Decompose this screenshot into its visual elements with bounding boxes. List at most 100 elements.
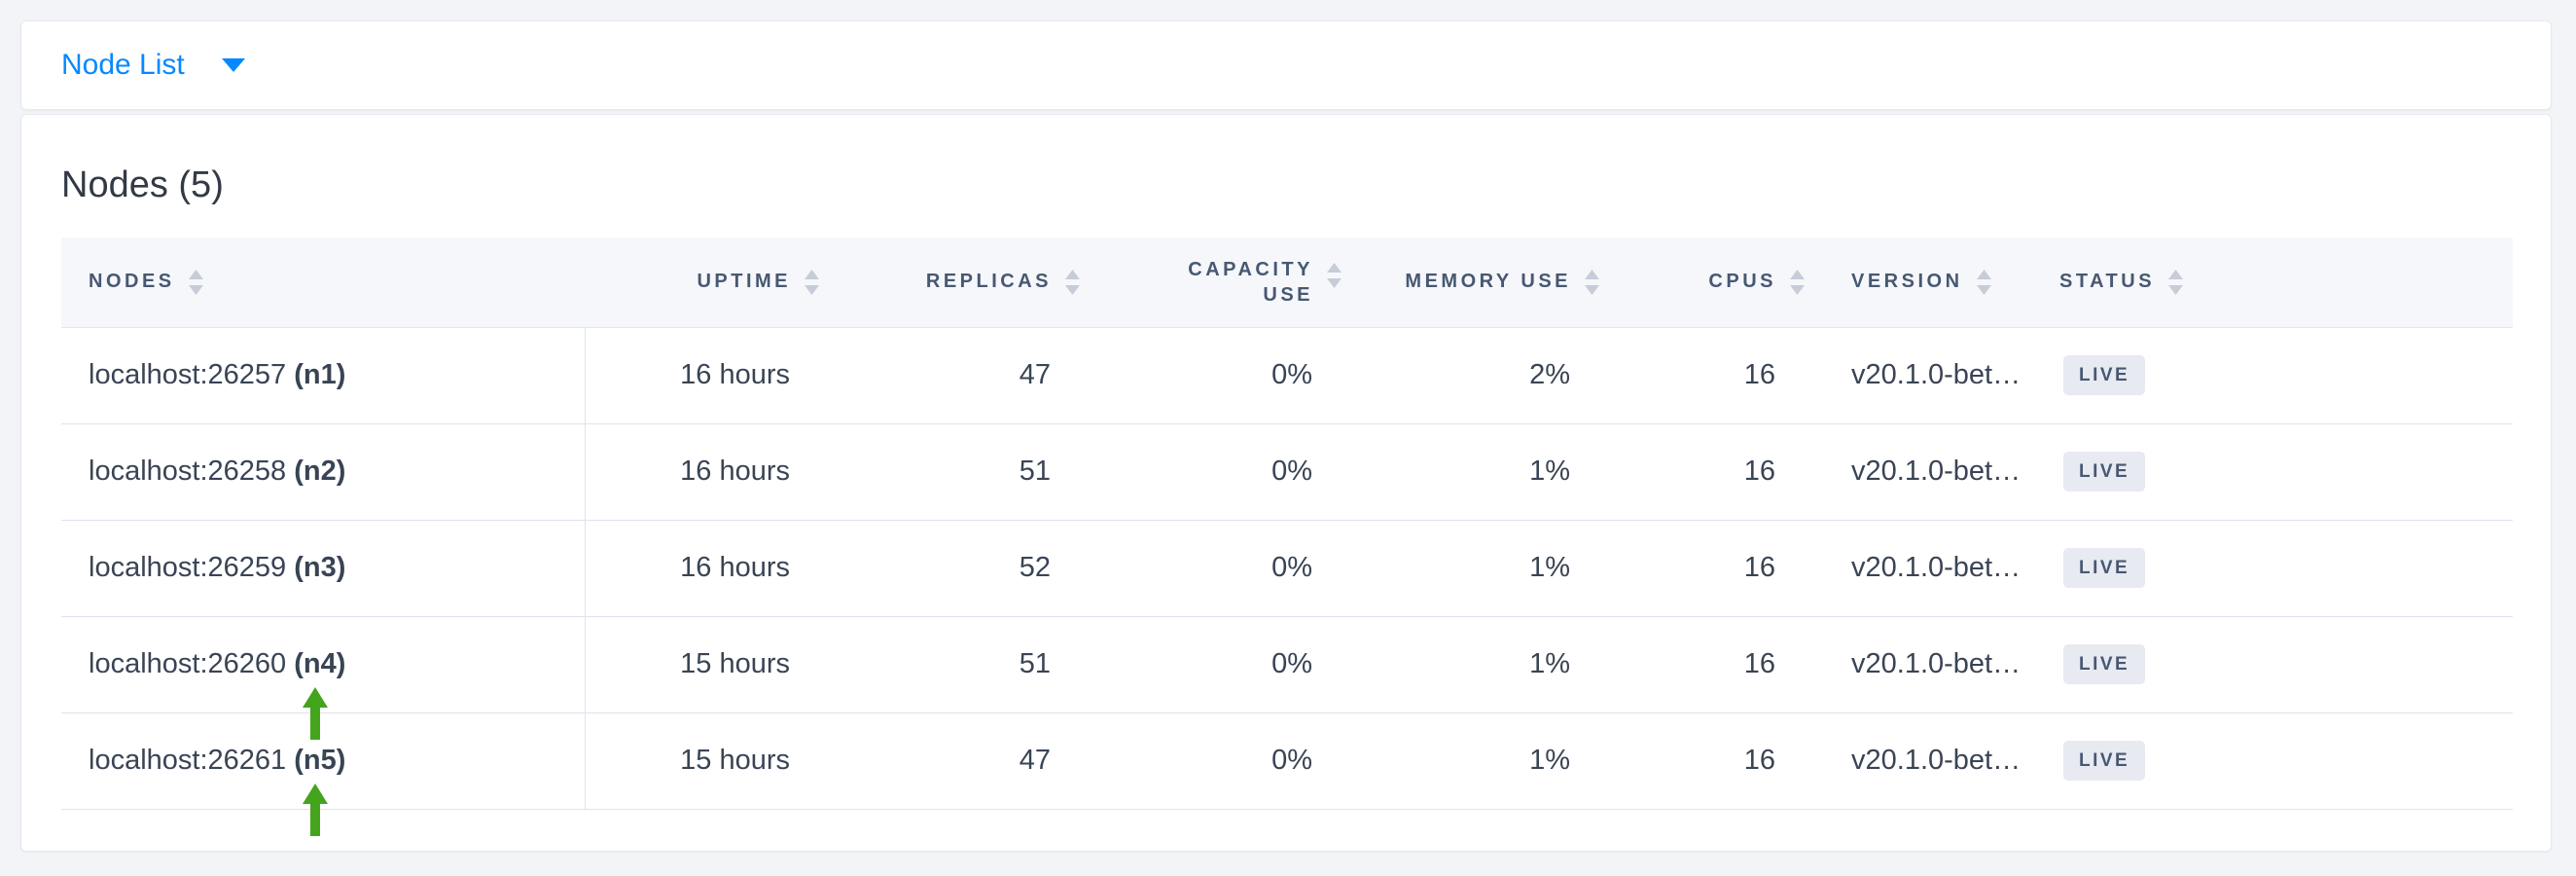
node-address-cell: localhost:26258 (n2) xyxy=(61,423,586,521)
memory-use-cell: 1% xyxy=(1342,616,1599,713)
capacity-use-cell: 0% xyxy=(1080,712,1342,810)
column-header-capacity-use[interactable]: CAPACITY USE xyxy=(1080,237,1342,328)
capacity-use-cell: 0% xyxy=(1080,616,1342,713)
table-header: NODES UPTIME REPLICAS xyxy=(61,237,2513,328)
column-label: CPUS xyxy=(1708,271,1776,293)
sort-icon xyxy=(1065,269,1080,295)
status-cell: LIVE xyxy=(2059,327,2513,424)
page-title: Nodes (5) xyxy=(61,164,224,205)
table-row: localhost:26257 (n1) 16 hours 47 0% 2% 1… xyxy=(61,327,2513,424)
table-row: localhost:26260 (n4) 15 hours 51 0% 1% 1… xyxy=(61,616,2513,740)
node-list-dropdown[interactable]: Node List xyxy=(61,49,245,82)
column-label: NODES xyxy=(89,271,175,293)
version-cell: v20.1.0-bet… xyxy=(1805,712,2059,810)
table-row: localhost:26259 (n3) 16 hours 52 0% 1% 1… xyxy=(61,520,2513,617)
column-label: VERSION xyxy=(1851,271,1963,293)
status-badge: LIVE xyxy=(2063,548,2146,588)
uptime-cell: 16 hours xyxy=(585,327,819,424)
node-list-dropdown-label: Node List xyxy=(61,49,185,81)
uptime-cell: 15 hours xyxy=(585,712,819,810)
capacity-use-cell: 0% xyxy=(1080,327,1342,424)
node-address-link[interactable]: localhost:26261 (n5) xyxy=(89,745,345,776)
node-address: localhost:26259 xyxy=(89,552,287,583)
node-name: (n1) xyxy=(294,359,346,390)
node-address: localhost:26257 xyxy=(89,359,287,390)
column-header-cpus[interactable]: CPUS xyxy=(1599,237,1805,328)
caret-down-icon xyxy=(221,58,245,72)
node-address: localhost:26260 xyxy=(89,648,287,679)
version-cell: v20.1.0-bet… xyxy=(1805,520,2059,617)
memory-use-cell: 1% xyxy=(1342,520,1599,617)
sort-icon xyxy=(1790,269,1805,295)
sort-icon xyxy=(2168,269,2184,295)
node-address-cell: localhost:26261 (n5) xyxy=(61,712,586,836)
column-header-uptime[interactable]: UPTIME xyxy=(585,237,819,328)
cpus-cell: 16 xyxy=(1599,616,1805,713)
cpus-cell: 16 xyxy=(1599,327,1805,424)
replicas-cell: 47 xyxy=(819,712,1080,810)
column-header-version[interactable]: VERSION xyxy=(1805,237,2059,328)
memory-use-cell: 1% xyxy=(1342,712,1599,810)
node-address-cell: localhost:26259 (n3) xyxy=(61,520,586,617)
replicas-cell: 47 xyxy=(819,327,1080,424)
node-address: localhost:26258 xyxy=(89,456,287,487)
cpus-cell: 16 xyxy=(1599,712,1805,810)
node-address: localhost:26261 xyxy=(89,745,287,776)
memory-use-cell: 1% xyxy=(1342,423,1599,521)
status-badge: LIVE xyxy=(2063,452,2146,492)
column-label: CAPACITY USE xyxy=(1188,258,1313,306)
status-badge: LIVE xyxy=(2063,741,2146,781)
uptime-cell: 16 hours xyxy=(585,423,819,521)
node-address-cell: localhost:26257 (n1) xyxy=(61,327,586,424)
column-header-status[interactable]: STATUS xyxy=(2059,237,2513,328)
green-up-arrow-icon xyxy=(303,783,328,836)
version-cell: v20.1.0-bet… xyxy=(1805,616,2059,713)
status-badge: LIVE xyxy=(2063,355,2146,395)
node-address-link[interactable]: localhost:26258 (n2) xyxy=(89,456,345,487)
version-cell: v20.1.0-bet… xyxy=(1805,327,2059,424)
cpus-cell: 16 xyxy=(1599,423,1805,521)
replicas-cell: 51 xyxy=(819,423,1080,521)
uptime-cell: 16 hours xyxy=(585,520,819,617)
node-name: (n2) xyxy=(294,456,346,487)
nodes-table: NODES UPTIME REPLICAS xyxy=(61,237,2513,836)
nodes-panel: Nodes (5) NODES UPTIME xyxy=(20,114,2552,852)
node-name: (n3) xyxy=(294,552,346,583)
node-address-link[interactable]: localhost:26259 (n3) xyxy=(89,552,345,583)
green-up-arrow-icon xyxy=(303,686,328,740)
node-name: (n5) xyxy=(294,745,346,776)
table-row: localhost:26258 (n2) 16 hours 51 0% 1% 1… xyxy=(61,423,2513,521)
uptime-cell: 15 hours xyxy=(585,616,819,713)
status-cell: LIVE xyxy=(2059,423,2513,521)
column-label: MEMORY USE xyxy=(1405,271,1571,293)
cpus-cell: 16 xyxy=(1599,520,1805,617)
node-address-link[interactable]: localhost:26260 (n4) xyxy=(89,648,345,679)
column-label: STATUS xyxy=(2059,271,2156,293)
column-header-memory-use[interactable]: MEMORY USE xyxy=(1342,237,1599,328)
version-cell: v20.1.0-bet… xyxy=(1805,423,2059,521)
status-cell: LIVE xyxy=(2059,712,2513,810)
node-address-link[interactable]: localhost:26257 (n1) xyxy=(89,359,345,390)
memory-use-cell: 2% xyxy=(1342,327,1599,424)
replicas-cell: 51 xyxy=(819,616,1080,713)
node-name: (n4) xyxy=(294,648,346,679)
node-address-cell: localhost:26260 (n4) xyxy=(61,616,586,740)
capacity-use-cell: 0% xyxy=(1080,423,1342,521)
column-header-replicas[interactable]: REPLICAS xyxy=(819,237,1080,328)
sort-icon xyxy=(1976,269,1991,295)
replicas-cell: 52 xyxy=(819,520,1080,617)
status-cell: LIVE xyxy=(2059,616,2513,713)
column-label: REPLICAS xyxy=(925,271,1052,293)
capacity-use-cell: 0% xyxy=(1080,520,1342,617)
view-selector-bar: Node List xyxy=(20,20,2552,110)
column-label: UPTIME xyxy=(697,271,791,293)
sort-icon xyxy=(805,269,819,295)
column-header-nodes[interactable]: NODES xyxy=(61,237,585,328)
sort-icon xyxy=(1327,262,1342,288)
status-cell: LIVE xyxy=(2059,520,2513,617)
sort-icon xyxy=(188,269,203,295)
table-row: localhost:26261 (n5) 15 hours 47 0% 1% 1… xyxy=(61,712,2513,836)
status-badge: LIVE xyxy=(2063,644,2146,684)
sort-icon xyxy=(1585,269,1599,295)
